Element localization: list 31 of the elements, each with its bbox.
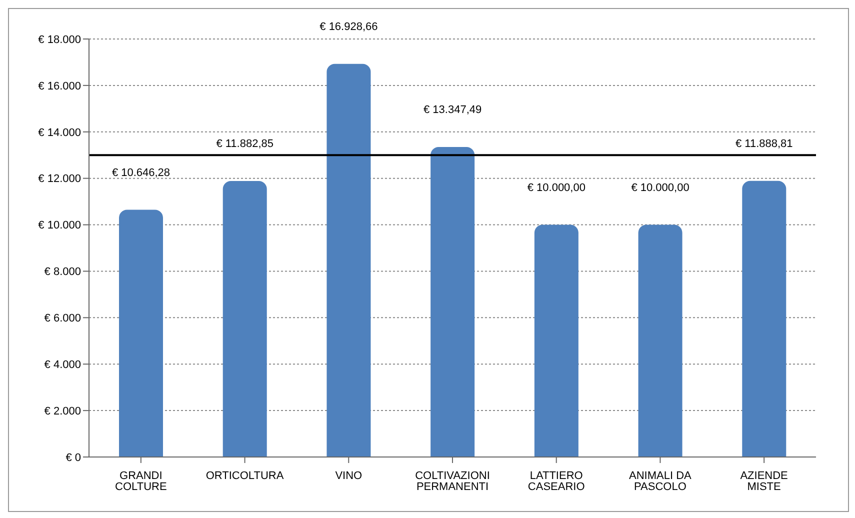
y-tick-label: € 12.000 bbox=[38, 173, 81, 186]
x-tick-label: ORTICOLTURA bbox=[206, 470, 284, 482]
data-label: € 10.646,28 bbox=[112, 166, 170, 179]
data-label: € 10.000,00 bbox=[631, 182, 690, 194]
data-label: € 11.882,85 bbox=[216, 138, 274, 150]
y-tick-label: € 4.000 bbox=[44, 359, 81, 372]
bar bbox=[222, 181, 267, 457]
y-tick-label: € 14.000 bbox=[38, 126, 81, 139]
y-tick-label: € 18.000 bbox=[38, 34, 81, 46]
data-label: € 16.928,66 bbox=[320, 20, 378, 33]
x-tick-label: VINO bbox=[335, 470, 363, 482]
data-label: € 10.000,00 bbox=[527, 182, 586, 194]
x-tick-label: ANIMALI DA PASCOLO bbox=[629, 470, 692, 493]
y-tick-label: € 6.000 bbox=[44, 312, 81, 325]
bar bbox=[326, 64, 371, 457]
bar bbox=[119, 210, 163, 457]
bar bbox=[534, 224, 578, 457]
x-tick-label: AZIENDE MISTE bbox=[740, 470, 788, 493]
bar bbox=[638, 224, 682, 457]
x-tick-label: GRANDI COLTURE bbox=[115, 470, 167, 493]
y-tick-label: € 0 bbox=[66, 452, 81, 464]
data-label: € 13.347,49 bbox=[424, 104, 482, 116]
y-tick-label: € 16.000 bbox=[38, 80, 81, 92]
x-tick-label: COLTIVAZIONI PERMANENTI bbox=[415, 470, 490, 493]
bar bbox=[430, 147, 475, 457]
bar bbox=[742, 180, 786, 457]
data-label: € 11.888,81 bbox=[735, 138, 793, 150]
y-tick-label: € 8.000 bbox=[44, 266, 81, 278]
y-tick-label: € 10.000 bbox=[38, 220, 81, 232]
y-tick-label: € 2.000 bbox=[44, 405, 81, 418]
x-tick-label: LATTIERO CASEARIO bbox=[528, 470, 586, 493]
